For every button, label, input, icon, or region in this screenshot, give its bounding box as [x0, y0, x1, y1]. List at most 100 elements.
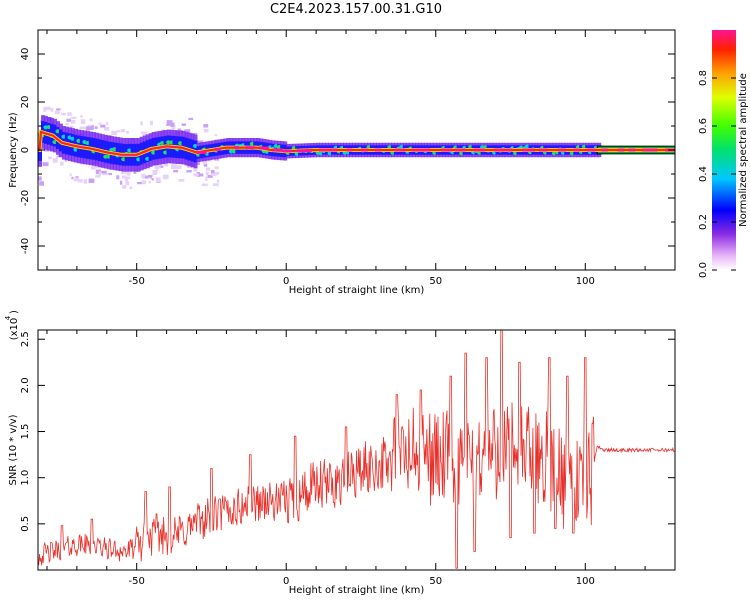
- colorbar: 0.0 0.2 0.4 0.6 0.8 Normalized spectral ampl…: [698, 30, 749, 278]
- spectral-peak-segment: [454, 148, 466, 152]
- y-tick-label: 0.5: [20, 516, 31, 532]
- x-tick-label: 50: [429, 576, 442, 587]
- spectral-peak-segment: [361, 148, 368, 152]
- spectral-peak-segment: [374, 148, 381, 152]
- x-tick-label: 100: [576, 276, 595, 287]
- spectral-peak-segment: [411, 148, 422, 152]
- y-tick-label: 40: [20, 48, 31, 61]
- y-axis-label: SNR (10 * v/v): [8, 414, 19, 485]
- spectral-peak-segment: [587, 148, 596, 152]
- spectral-speckle: [176, 165, 182, 170]
- spectral-peak-segment: [651, 148, 658, 152]
- spectral-speckle: [162, 174, 169, 180]
- spectral-speckle: [126, 131, 129, 134]
- spectral-speckle: [52, 158, 58, 163]
- spectral-speckle: [42, 162, 49, 167]
- spectral-speckle: [79, 126, 86, 130]
- spectral-speckle: [154, 163, 161, 169]
- spectral-speckle: [149, 175, 152, 179]
- spectral-peak-segment: [441, 148, 453, 152]
- spectral-speckle: [55, 110, 59, 114]
- spectral-speckle: [95, 166, 102, 169]
- spectral-speckle: [214, 171, 220, 175]
- spectral-speckle: [150, 120, 153, 126]
- spectral-speckle: [214, 158, 220, 161]
- y-multiplier-label: (x10: [9, 318, 20, 341]
- spectral-speckle: [77, 179, 83, 183]
- y-tick-label: 2.5: [20, 331, 31, 347]
- spectral-speckle: [87, 124, 93, 128]
- spectral-speckle: [121, 175, 127, 179]
- spectral-speckle: [202, 159, 207, 165]
- spectral-speckle: [80, 119, 86, 125]
- colorbar-label: Normalized spectral amplitude: [738, 73, 749, 227]
- spectral-peak-segment: [421, 148, 431, 152]
- spectral-speckle: [188, 117, 194, 120]
- spectral-speckle: [105, 121, 109, 126]
- spectral-peak-segment: [234, 146, 240, 150]
- spectral-speckle: [38, 176, 42, 181]
- spectral-speckle: [140, 131, 146, 135]
- spectral-peak-segment: [628, 148, 636, 152]
- spectral-speckle: [94, 126, 98, 129]
- spectral-speckle: [90, 125, 94, 130]
- colorbar-tick-label: 0.4: [698, 166, 709, 182]
- spectral-peak-segment: [506, 148, 513, 152]
- spectral-peak-segment: [296, 149, 310, 153]
- spectral-peak-segment: [522, 148, 535, 152]
- spectral-speckle: [193, 167, 198, 172]
- colorbar-gradient: [712, 30, 736, 270]
- spectral-speckle: [111, 130, 118, 136]
- spectral-speckle: [210, 169, 215, 175]
- y-axis-label: Frequency (Hz): [8, 112, 19, 188]
- x-tick-label: -50: [129, 276, 145, 287]
- spectral-speckle: [71, 176, 74, 180]
- spectral-speckle: [89, 118, 93, 122]
- spectral-speckle: [85, 126, 90, 131]
- spectral-speckle: [50, 107, 54, 112]
- spectral-peak-segment: [642, 148, 653, 152]
- spectral-speckle: [143, 175, 149, 179]
- x-tick-label: 100: [576, 576, 595, 587]
- spectral-speckle: [141, 180, 147, 185]
- spectral-speckle: [69, 173, 72, 177]
- spectral-speckle: [122, 185, 127, 189]
- spectral-speckle: [203, 124, 209, 128]
- spectral-speckle: [214, 166, 219, 170]
- spectral-peak-segment: [330, 148, 338, 152]
- colorbar-tick-label: 0.2: [698, 214, 709, 230]
- spectral-speckle: [67, 112, 72, 116]
- spectral-peak-segment: [394, 148, 406, 152]
- colorbar-tick-label: 0.8: [698, 70, 709, 86]
- spectral-peak-segment: [246, 146, 255, 150]
- spectral-speckle: [211, 173, 217, 176]
- spectral-speckle: [164, 163, 169, 167]
- x-axis-label: Height of straight line (km): [289, 585, 425, 596]
- spectrogram-panel: -50 0 50 100 Height of straight line (km) 40 2…: [8, 29, 676, 296]
- y-tick-label: 20: [20, 96, 31, 109]
- spectral-speckle: [201, 183, 208, 186]
- y-tick-label: 0: [20, 147, 31, 153]
- y-tick-label: 1.0: [20, 470, 31, 486]
- spectral-speckle: [39, 181, 45, 186]
- spectral-speckle: [127, 171, 131, 176]
- spectral-speckle: [207, 174, 213, 178]
- spectral-peak-segment: [617, 148, 625, 152]
- spectral-speckle: [205, 176, 208, 181]
- spectral-speckle: [116, 175, 120, 180]
- spectral-speckle: [198, 173, 204, 177]
- spectral-speckle: [197, 140, 203, 145]
- spectral-peak-segment: [196, 150, 207, 154]
- spectral-speckle: [216, 179, 220, 183]
- spectral-speckle: [212, 183, 219, 187]
- spectral-peak-segment: [346, 148, 353, 152]
- spectral-speckle: [65, 123, 69, 126]
- spectral-speckle: [56, 108, 61, 111]
- x-axis-label: Height of straight line (km): [289, 285, 425, 296]
- spectral-speckle: [98, 171, 102, 177]
- snr-panel: -50 0 50 100 Height of straight line (km) 0.5…: [4, 310, 676, 596]
- spectral-speckle: [66, 118, 71, 122]
- spectral-speckle: [181, 123, 186, 126]
- spectral-speckle: [205, 171, 209, 176]
- y-tick-label: -40: [20, 238, 31, 254]
